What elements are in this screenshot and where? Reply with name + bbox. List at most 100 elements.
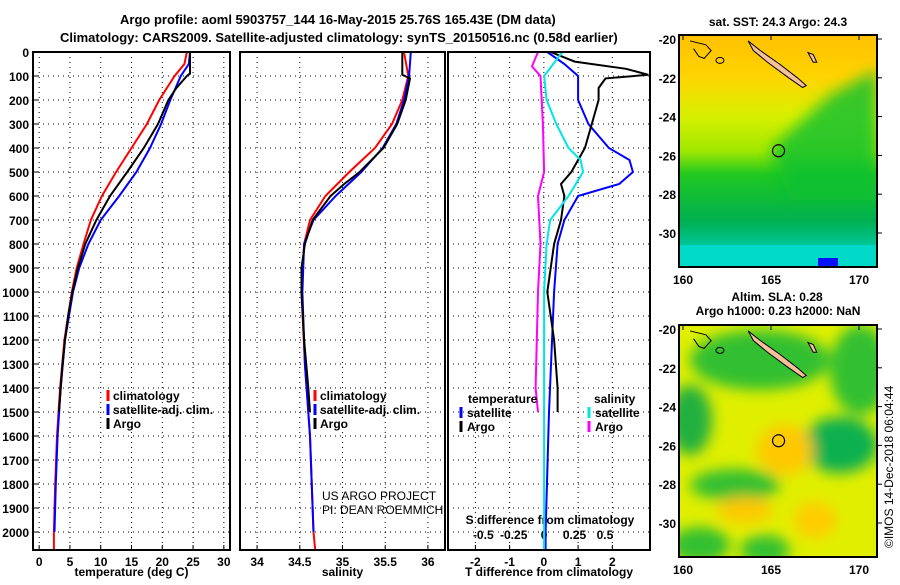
legend-label: Argo [320,417,348,431]
legend-label: satellite-adj. clim. [113,403,213,417]
y-tick-label: 500 [9,166,29,180]
map-title: sat. SST: 24.3 Argo: 24.3 [709,15,848,29]
sla-low [740,535,790,557]
legend-label: Argo [595,420,623,434]
x-axis-label: temperature (deg C) [74,565,188,579]
sla-high [717,497,773,523]
sst-map [679,35,877,267]
x-tick-label: 35.5 [374,555,398,569]
x2-axis-label: S difference from climatology [466,513,635,527]
x-tick-label: 30 [217,555,231,569]
loyalty-islands [806,341,818,353]
lat-tick-label: -20 [659,323,677,337]
imos-watermark: ©IMOS 14-Dec-2018 06:04:44 [882,385,896,548]
y-tick-label: 300 [9,118,29,132]
sst-cool-east [770,70,877,200]
y-tick-label: 600 [9,190,29,204]
legend-label: climatology [113,389,180,403]
series-line-t-satellite [544,51,635,550]
credit-line-2: PI: DEAN ROEMMICH [322,503,443,517]
plot-frame [239,51,446,551]
lat-tick-label: -24 [659,401,677,415]
lat-tick-label: -26 [659,439,677,453]
series-line-climatology [52,51,188,550]
difference-profile: -2 -1 0 1 2T difference from climatology -0.5… [447,51,651,579]
lat-tick-label: -22 [659,362,677,376]
title-line-2: Climatology: CARS2009. Satellite-adjuste… [60,30,618,45]
x-tick-label: 1 [575,555,582,569]
credit-line-1: US ARGO PROJECT [322,489,437,503]
x-tick-label: 20 [156,555,170,569]
legend-heading: salinity [594,392,636,406]
lon-tick-label: 165 [761,273,781,287]
y-tick-label: 1500 [2,406,29,420]
reef-outline [689,40,712,59]
legend-label: satellite [595,406,640,420]
y-tick-label: 1600 [2,430,29,444]
y-tick-label: 2000 [2,526,29,540]
x-tick-label: 35 [336,555,350,569]
temperature-profile: 0 5 10 15 20 25 30 temperature (deg C) 0 100 200 30… [2,46,231,579]
x2-tick-label: -0.25 [500,528,528,542]
y-tick-label: 100 [9,70,29,84]
lon-tick-label: 160 [673,273,693,287]
lat-tick-label: -28 [659,478,677,492]
x-tick-label: 10 [94,555,108,569]
x-tick-label: 2 [609,555,616,569]
loyalty-islands [806,51,818,63]
x2-tick-label: -0.5 [473,528,494,542]
sla-low [679,527,730,557]
x-tick-label: 5 [67,555,74,569]
y-tick-label: 900 [9,262,29,276]
series-line-s-argo [530,51,546,413]
reef-outline [689,330,712,349]
lat-tick-label: -24 [659,111,677,125]
sla-low [802,417,877,473]
reef-outline [715,56,725,64]
plot-frame [32,51,231,551]
x2-tick-label: 0.25 [563,528,587,542]
sla-low [830,325,877,415]
series-line-climatology [300,51,410,551]
y-tick-label: 1400 [2,382,29,396]
x2-tick-label: 0.5 [597,528,614,542]
new-caledonia-landmass [747,330,808,379]
sla-low [690,330,830,390]
x-tick-label: 0 [36,555,43,569]
series-line-satellite-adj-clim- [301,51,412,533]
y-tick-label: 1900 [2,502,29,516]
legend-label: Argo [467,420,495,434]
y-tick-label: 200 [9,94,29,108]
x-tick-label: 34.5 [288,555,312,569]
sst-map-axes: 160 165 170 -20 -22 -24 -26 -28 -30 sat. SST: 24.… [659,15,882,287]
series-line-t-argo [546,51,649,412]
series-line-argo [300,52,412,413]
reef-outline [715,346,725,354]
x-axis-label: T difference from climatology [465,565,633,579]
legend-label: Argo [113,417,141,431]
legend-label: satellite-adj. clim. [320,403,420,417]
title-line-1: Argo profile: aoml 5903757_144 16-May-20… [120,12,556,27]
sla-high [757,425,813,475]
salinity-profile: 34 34.5 35 35.5 36 salinity climatologysatelli… [239,51,446,579]
map-subtitle: Argo h1000: 0.23 h2000: NaN [696,304,861,318]
argo-position-marker [771,144,786,158]
sst-cyan-south [679,245,877,267]
y-tick-label: 1700 [2,454,29,468]
sla-low [690,469,780,501]
lat-tick-label: -30 [659,227,677,241]
sla-low [679,385,712,455]
new-caledonia-landmass [747,40,808,89]
x-axis-label: salinity [322,565,364,579]
x-tick-label: 34 [250,555,264,569]
series-line-argo [57,52,191,413]
sst-blue-patch [818,258,838,266]
lat-tick-label: -22 [659,72,677,86]
y-tick-label: 1800 [2,478,29,492]
x-tick-label: 36 [421,555,435,569]
argo-position-marker [771,434,786,448]
map-title: Altim. SLA: 0.28 [731,290,823,304]
lon-tick-label: 170 [849,563,869,577]
series-line-s-satellite [543,51,585,550]
sla-high [793,502,837,538]
